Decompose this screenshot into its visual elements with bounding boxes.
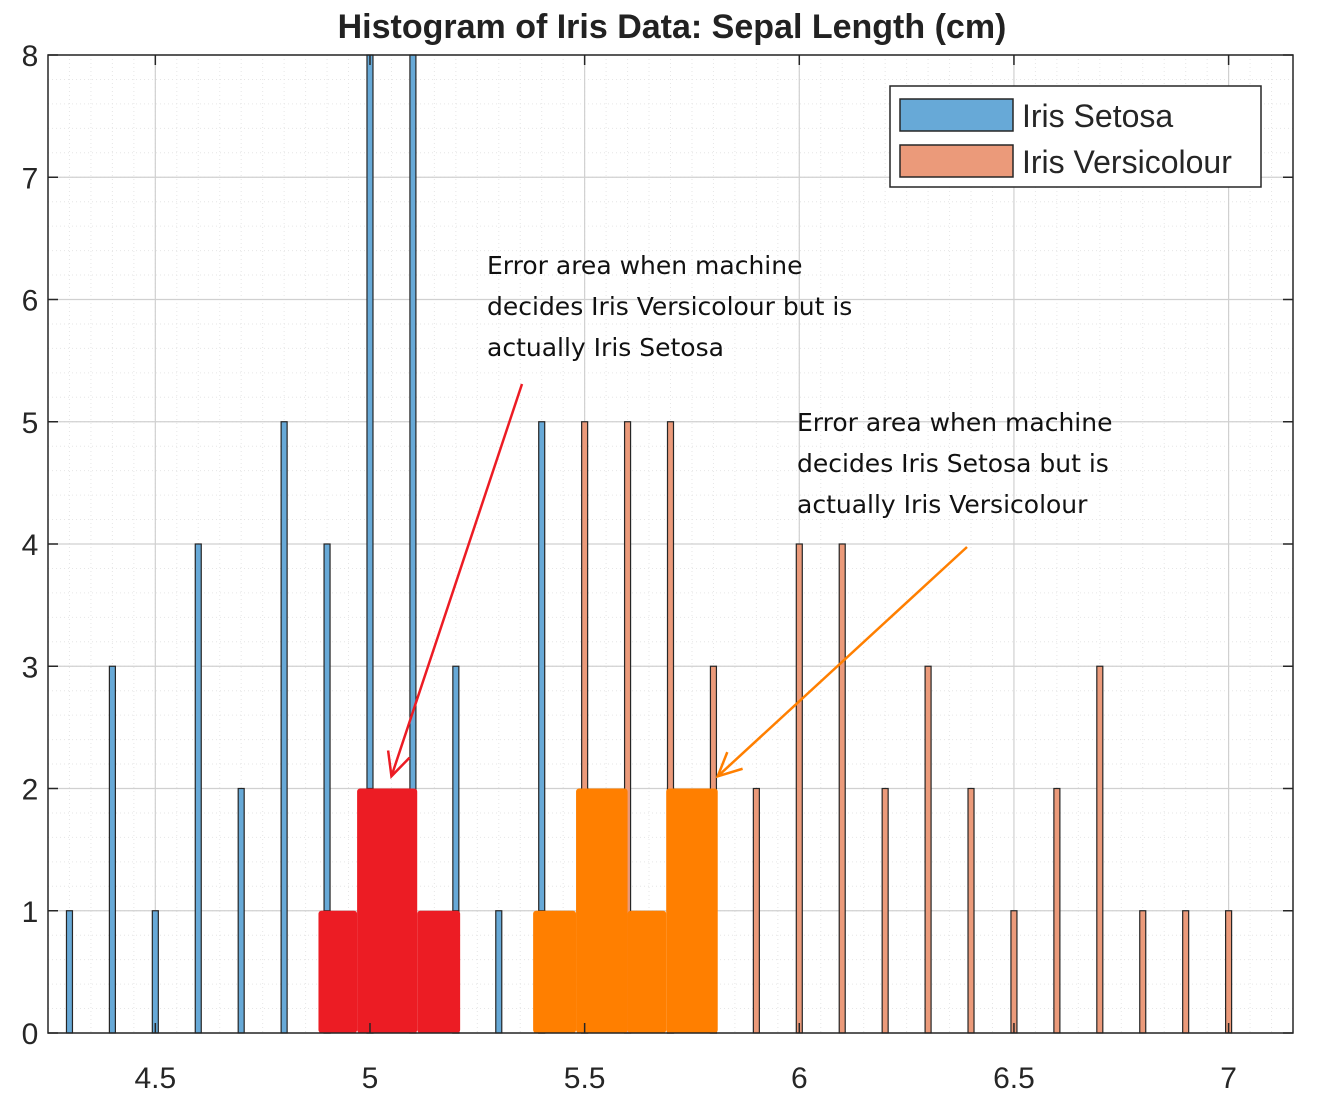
y-tick-label: 1 <box>22 896 39 929</box>
bar-versicolour-6.3 <box>924 665 932 1034</box>
annotation-arrow-head <box>715 751 743 779</box>
annotation-setosa-line-3: actually Iris Setosa <box>487 333 724 362</box>
bar-setosa-4.5 <box>151 910 159 1034</box>
legend-swatch-versicolour <box>899 144 1014 178</box>
error-region-1-step-2 <box>627 910 667 1033</box>
annotation-arrow-shaft <box>716 546 968 778</box>
legend-swatch-setosa <box>899 98 1014 132</box>
error-regions <box>318 788 718 1033</box>
annotation-arrows <box>386 383 968 780</box>
legend[interactable]: Iris Setosa Iris Versicolour <box>889 85 1262 188</box>
error-region-0-step-0 <box>318 910 358 1033</box>
bar-setosa-4.8 <box>280 421 288 1034</box>
error-region-0-step-2 <box>417 910 461 1033</box>
bar-setosa-4.6 <box>194 543 202 1034</box>
y-tick-label: 3 <box>22 651 39 684</box>
bar-versicolour-5.9 <box>752 787 760 1034</box>
annotation-versicolour-line-2: decides Iris Setosa but is <box>797 449 1109 478</box>
error-region-1-step-0 <box>533 910 577 1033</box>
bar-setosa-4.7 <box>237 787 245 1034</box>
bar-setosa-4.3 <box>65 910 74 1034</box>
y-tick-label: 4 <box>22 529 39 562</box>
bar-setosa-5.3 <box>495 910 503 1034</box>
y-tick-label: 6 <box>22 285 39 318</box>
error-region-0-step-1 <box>357 788 418 1033</box>
error-region-1-step-3 <box>666 788 718 1033</box>
annotation-versicolour-line-1: Error area when machine <box>797 408 1112 437</box>
annotation-arrow-head <box>386 750 411 780</box>
x-tick-label: 5.5 <box>564 1062 606 1095</box>
chart-title: Histogram of Iris Data: Sepal Length (cm… <box>338 8 1007 46</box>
bar-setosa-4.4 <box>108 665 116 1034</box>
bar-versicolour-6.7 <box>1096 665 1104 1034</box>
x-tick-label: 5 <box>362 1062 379 1095</box>
annotation-setosa-line-1: Error area when machine <box>487 251 802 280</box>
bar-versicolour-7 <box>1225 910 1233 1034</box>
bar-versicolour-6.9 <box>1182 910 1190 1034</box>
x-tick-label: 6 <box>791 1062 808 1095</box>
y-tick-label: 0 <box>22 1018 39 1051</box>
y-tick-label: 8 <box>22 40 39 73</box>
axis-ticks: 4.5 5 5.5 6 6.5 7 0 1 2 3 4 5 6 7 8 <box>22 40 1293 1095</box>
annotation-versicolour-error: Error area when machine decides Iris Set… <box>797 408 1112 519</box>
error-region-1-step-1 <box>576 788 628 1033</box>
bar-versicolour-6.2 <box>881 787 889 1034</box>
y-tick-label: 5 <box>22 407 39 440</box>
bar-versicolour-6.6 <box>1053 787 1061 1034</box>
y-tick-label: 2 <box>22 774 39 807</box>
bar-versicolour-6 <box>795 543 803 1034</box>
annotation-setosa-line-2: decides Iris Versicolour but is <box>487 292 852 321</box>
annotation-versicolour-line-3: actually Iris Versicolour <box>797 490 1088 519</box>
annotation-arrow-shaft <box>390 383 524 777</box>
legend-label-versicolour: Iris Versicolour <box>1022 144 1232 180</box>
y-tick-label: 7 <box>22 162 39 195</box>
bar-versicolour-6.1 <box>838 543 846 1034</box>
x-tick-label: 7 <box>1220 1062 1237 1095</box>
x-tick-label: 6.5 <box>993 1062 1035 1095</box>
legend-label-setosa: Iris Setosa <box>1022 98 1173 134</box>
bar-versicolour-6.8 <box>1139 910 1147 1034</box>
annotation-setosa-error: Error area when machine decides Iris Ver… <box>487 251 852 362</box>
bar-versicolour-6.4 <box>967 787 975 1034</box>
x-tick-label: 4.5 <box>134 1062 176 1095</box>
bar-versicolour-6.5 <box>1010 910 1018 1034</box>
